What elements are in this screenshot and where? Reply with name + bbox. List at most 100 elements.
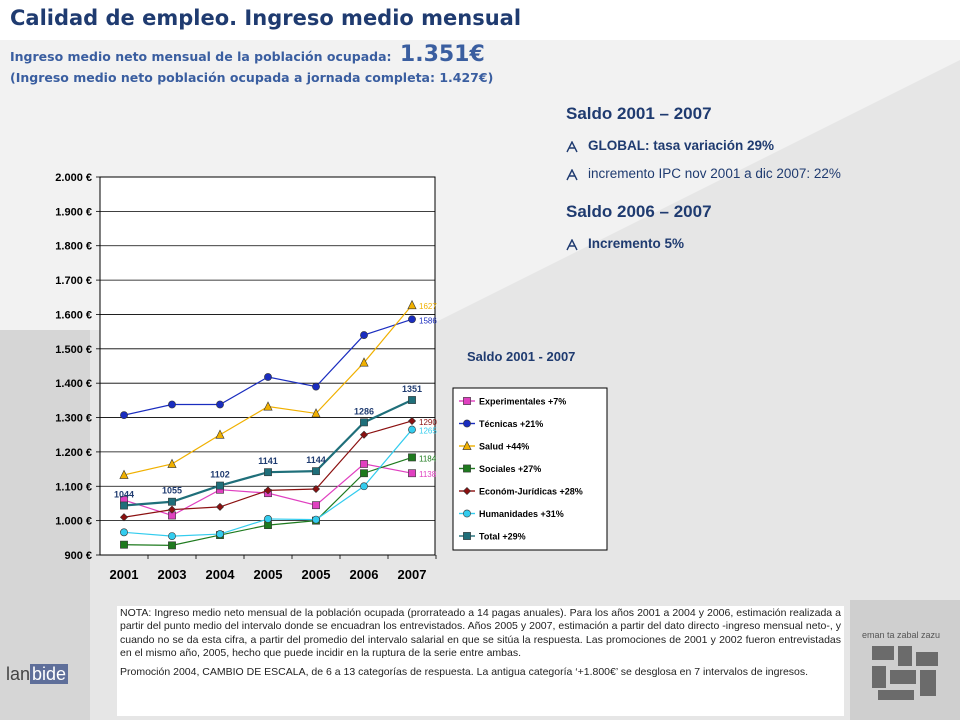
- note-paragraph-2: Promoción 2004, CAMBIO DE ESCALA, de 6 a…: [120, 665, 809, 678]
- y-tick-label: 2.000 €: [55, 172, 92, 184]
- y-tick-label: 1.300 €: [55, 413, 92, 425]
- legend-entry: Técnicas +21%: [479, 419, 543, 429]
- data-label: 1144: [306, 455, 326, 465]
- data-point: [168, 532, 176, 540]
- income-value: 1.351€: [399, 42, 485, 67]
- data-label: 1286: [354, 406, 374, 416]
- data-label: 1044: [114, 490, 134, 500]
- lanbide-logo-prefix: lan: [6, 664, 31, 684]
- data-label: 1265: [419, 427, 437, 436]
- saldo-bullet-increment: Incremento 5%: [566, 236, 684, 251]
- data-label: 1102: [210, 470, 230, 480]
- legend-marker: [462, 440, 472, 450]
- data-point: [216, 481, 224, 490]
- x-tick-label: 2005: [302, 567, 331, 582]
- data-point: [311, 408, 321, 418]
- legend-entry: Total +29%: [479, 532, 526, 542]
- data-point: [216, 400, 224, 409]
- data-label: 1184: [419, 454, 437, 463]
- chart-legend: Experimentales +7% Técnicas +21% Salud +44…: [452, 387, 608, 551]
- page-title: Calidad de empleo. Ingreso medio mensual: [10, 6, 522, 30]
- data-point: [167, 505, 177, 514]
- data-point: [359, 357, 369, 367]
- fulltime-income-subtitle: (Ingreso medio neto población ocupada a …: [10, 70, 494, 85]
- data-point: [312, 515, 320, 524]
- data-point: [168, 497, 176, 506]
- x-tick-label: 2004: [206, 567, 236, 582]
- data-point: [408, 425, 416, 434]
- bullet-arrow-icon: [566, 140, 588, 153]
- data-point: [120, 501, 128, 510]
- data-point: [359, 430, 369, 439]
- legend-entry: Económ-Jurídicas +28%: [479, 487, 583, 497]
- data-label: 1141: [258, 456, 278, 466]
- legend-entry: Sociales +27%: [479, 464, 541, 474]
- legend-box: [452, 387, 608, 551]
- y-tick-label: 1.900 €: [55, 206, 92, 218]
- university-logo-icon: [872, 646, 938, 700]
- data-label: 1290: [419, 418, 437, 427]
- y-tick-label: 1.500 €: [55, 344, 92, 356]
- y-tick-label: 1.200 €: [55, 447, 92, 459]
- saldo-bullet-ipc-text: incremento IPC nov 2001 a dic 2007: 22%: [588, 166, 841, 181]
- data-point: [312, 501, 320, 510]
- plot-area: [99, 176, 436, 556]
- data-label: 1055: [162, 486, 182, 496]
- chart-subtitle: Saldo 2001 - 2007: [467, 349, 576, 364]
- data-point: [215, 429, 225, 439]
- data-point: [263, 401, 273, 411]
- data-point: [120, 528, 128, 537]
- data-point: [312, 467, 320, 476]
- data-label: 1627: [419, 302, 437, 311]
- lanbide-logo-highlight: bide: [30, 664, 69, 684]
- note-box: NOTA: Ingreso medio neto mensual de la p…: [117, 606, 844, 716]
- data-point: [120, 540, 128, 549]
- y-tick-label: 1.700 €: [55, 275, 92, 287]
- bullet-arrow-icon: [566, 238, 588, 251]
- y-tick-label: 1.600 €: [55, 309, 92, 321]
- saldo-bullet-increment-text: Incremento 5%: [588, 236, 685, 251]
- note-paragraph-1: NOTA: Ingreso medio neto mensual de la p…: [120, 607, 841, 660]
- data-label: 1351: [402, 384, 422, 394]
- x-tick-label: 2006: [350, 567, 379, 582]
- data-point: [263, 486, 273, 495]
- legend-marker: [463, 532, 471, 540]
- legend-marker: [463, 509, 471, 518]
- data-point: [360, 469, 368, 478]
- x-tick-label: 2001: [110, 567, 139, 582]
- data-point: [216, 530, 224, 538]
- x-tick-label: 2005: [254, 567, 283, 582]
- legend-entry: Experimentales +7%: [479, 397, 566, 407]
- data-point: [360, 482, 368, 491]
- legend-marker: [463, 464, 471, 473]
- lanbide-logo: lan bide: [6, 664, 69, 685]
- data-label: 1586: [419, 316, 437, 325]
- saldo-2006-2007-heading: Saldo 2006 – 2007: [566, 202, 712, 221]
- saldo-bullet-global: GLOBAL: tasa variación 29%: [566, 138, 774, 153]
- data-point: [168, 541, 176, 550]
- legend-marker: [463, 419, 471, 428]
- y-tick-label: 1.800 €: [55, 241, 92, 253]
- data-label: 1138: [419, 470, 437, 479]
- data-point: [360, 460, 368, 468]
- y-tick-label: 1.400 €: [55, 378, 92, 390]
- data-point: [167, 458, 177, 468]
- data-point: [407, 416, 417, 426]
- saldo-bullet-ipc: incremento IPC nov 2001 a dic 2007: 22%: [566, 166, 841, 181]
- data-point: [311, 484, 321, 494]
- data-point: [408, 453, 416, 462]
- y-tick-label: 900 €: [64, 550, 92, 562]
- data-point: [264, 515, 272, 523]
- data-point: [360, 331, 368, 339]
- data-point: [312, 382, 320, 391]
- eman-logo-text: eman ta zabal zazu: [862, 630, 941, 640]
- income-subtitle: Ingreso medio neto mensual de la poblaci…: [10, 42, 485, 67]
- data-point: [168, 400, 176, 409]
- data-point: [264, 373, 272, 381]
- x-tick-label: 2007: [398, 567, 427, 582]
- x-tick-label: 2003: [158, 567, 187, 582]
- bullet-arrow-icon: [566, 168, 588, 181]
- y-tick-label: 1.000 €: [55, 516, 92, 528]
- data-point: [215, 502, 225, 511]
